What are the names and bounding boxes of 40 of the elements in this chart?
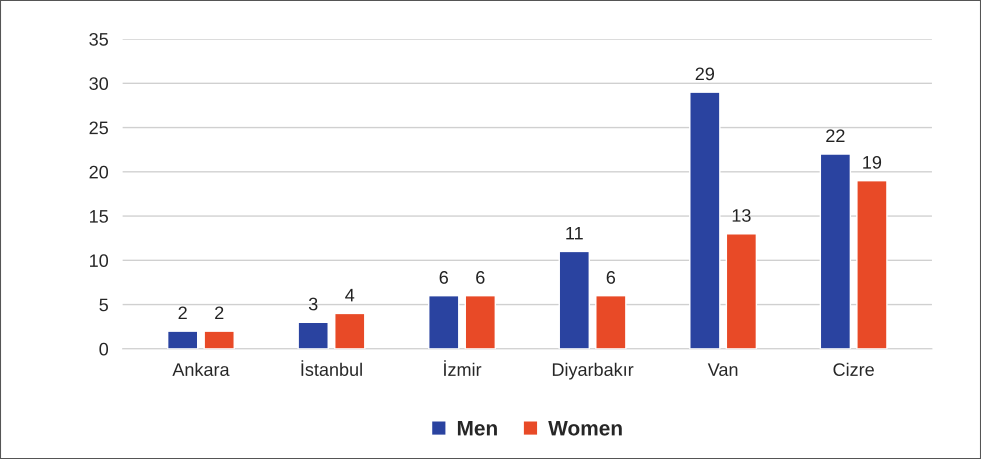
bar (856, 180, 888, 349)
data-label: 22 (826, 129, 844, 142)
data-label: 3 (308, 298, 318, 310)
bar (726, 233, 758, 349)
data-label: 4 (345, 288, 354, 302)
data-label: 29 (696, 67, 714, 80)
data-label: 13 (732, 209, 751, 222)
bar (689, 91, 721, 349)
bar (204, 330, 235, 349)
x-tick-label: Cizre (833, 362, 874, 376)
y-tick-label: 20 (90, 166, 108, 179)
x-tick-label: İstanbul (302, 360, 362, 376)
bar (428, 295, 460, 349)
y-tick-label: 15 (90, 210, 108, 223)
bar (558, 250, 590, 349)
legend-label: Women (548, 421, 622, 436)
bar (298, 322, 329, 349)
data-label: 2 (215, 306, 224, 320)
bar (166, 330, 198, 349)
data-label: 2 (178, 306, 187, 320)
bar (334, 312, 366, 349)
y-tick-label: 35 (89, 32, 108, 46)
bar (820, 153, 852, 349)
y-tick-label: 30 (89, 77, 108, 90)
y-tick-label: 25 (90, 121, 108, 134)
data-label: 6 (440, 271, 448, 284)
data-label: 6 (476, 271, 485, 284)
data-label: 11 (566, 226, 583, 240)
bar (595, 295, 627, 349)
x-tick-label: Diyarbakır (552, 362, 634, 380)
x-tick-label: Van (708, 363, 738, 376)
x-tick-label: İzmir (444, 360, 482, 376)
y-tick-label: 5 (99, 298, 108, 312)
legend-label: Men (458, 421, 497, 436)
data-label: 19 (863, 156, 882, 169)
y-tick-label: 0 (99, 342, 108, 356)
y-tick-label: 10 (90, 254, 108, 268)
x-tick-label: Ankara (172, 362, 230, 376)
data-label: 6 (606, 271, 616, 284)
bar (464, 295, 496, 349)
